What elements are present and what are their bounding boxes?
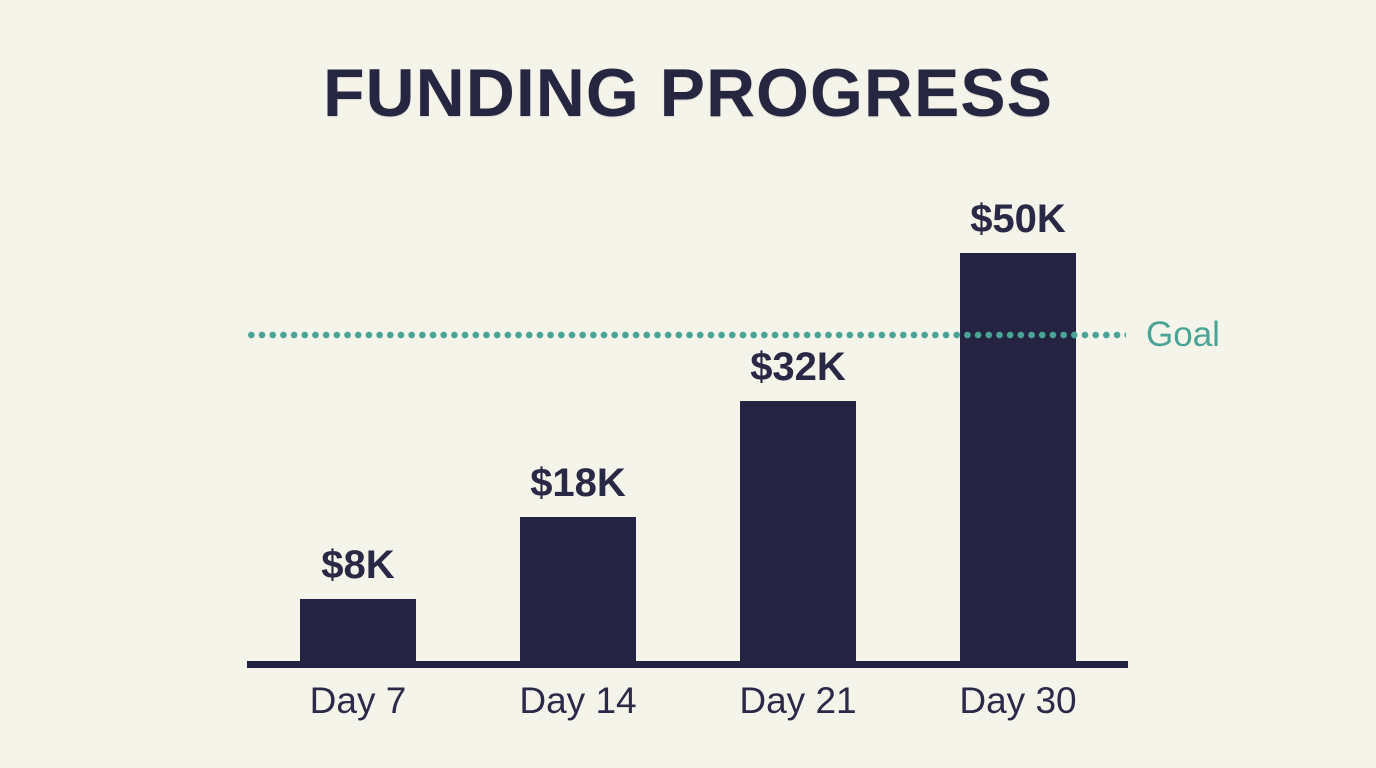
- goal-dotted-line: [246, 331, 1126, 340]
- bar-value-label: $18K: [530, 461, 626, 505]
- x-axis-baseline: [247, 661, 1128, 668]
- bar: [300, 599, 416, 665]
- bar-category-label: Day 21: [739, 680, 857, 721]
- goal-label: Goal: [1146, 315, 1220, 355]
- bar-value-label: $8K: [321, 543, 395, 587]
- bar: [520, 517, 636, 665]
- bar: [740, 401, 856, 665]
- bar-category-label: Day 30: [959, 680, 1077, 721]
- bar-category-label: Day 14: [519, 680, 637, 721]
- chart-title: FUNDING PROGRESS: [322, 55, 1054, 131]
- bar-value-label: $50K: [970, 197, 1066, 241]
- bar-category-label: Day 7: [309, 680, 407, 721]
- bar: [960, 253, 1076, 665]
- bar-value-label: $32K: [750, 345, 846, 389]
